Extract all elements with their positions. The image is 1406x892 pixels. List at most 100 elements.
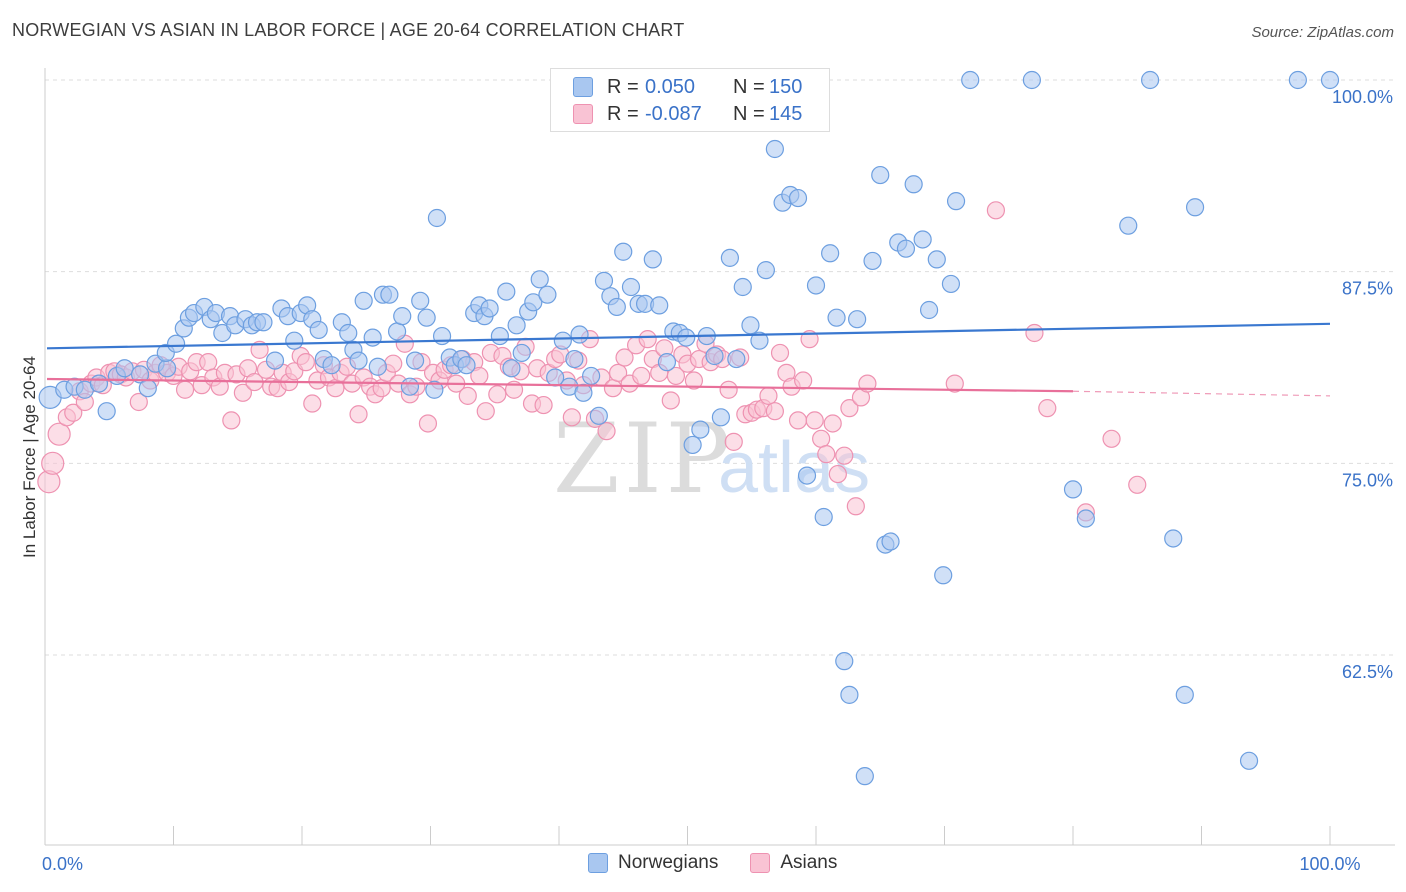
data-point <box>788 188 808 208</box>
data-point <box>512 343 531 363</box>
data-point <box>750 331 769 350</box>
data-point <box>1288 70 1307 90</box>
trend-line-norwegians <box>46 322 1331 350</box>
data-point <box>530 270 549 289</box>
data-point <box>47 422 71 446</box>
data-point <box>296 353 315 372</box>
data-point <box>458 386 477 405</box>
data-point <box>138 379 157 398</box>
data-point <box>835 446 854 465</box>
source-label: Source: ZipAtlas.com <box>1251 24 1394 41</box>
y-tick-label: 75.0% <box>1342 470 1393 490</box>
data-point <box>719 380 738 399</box>
n-label: N = <box>733 102 765 125</box>
data-point <box>904 175 923 194</box>
legend-item-asians[interactable]: Asians <box>750 852 837 874</box>
data-point <box>502 359 521 378</box>
data-point <box>741 316 760 335</box>
data-point <box>562 408 581 427</box>
data-point <box>166 334 186 353</box>
data-point <box>727 349 746 369</box>
data-point <box>638 330 657 349</box>
data-point <box>233 383 252 402</box>
data-point <box>632 366 651 386</box>
data-point <box>946 192 966 211</box>
data-point <box>1175 685 1194 704</box>
data-point <box>1022 70 1041 90</box>
data-point <box>1164 529 1183 548</box>
r-value-norwegians: 0.050 <box>645 75 696 98</box>
data-point <box>582 366 601 386</box>
data-point <box>400 377 420 396</box>
data-point <box>881 532 900 551</box>
data-point <box>684 371 704 390</box>
series-norwegians <box>38 70 1340 786</box>
data-point <box>417 308 436 327</box>
data-point <box>303 394 322 413</box>
data-point <box>683 435 702 455</box>
trend-extension-asians <box>1072 390 1331 397</box>
data-point <box>97 402 116 421</box>
legend-label-norwegians: Norwegians <box>618 852 719 873</box>
data-point <box>814 507 833 527</box>
data-point <box>222 411 241 430</box>
data-point <box>129 392 148 412</box>
pink-swatch-icon <box>573 104 593 124</box>
data-point <box>788 411 808 430</box>
data-point <box>1185 198 1205 217</box>
legend-label-asians: Asians <box>780 852 838 873</box>
legend-row-asians: R = -0.087 N = 145 <box>573 101 802 127</box>
data-point <box>835 652 854 671</box>
blue-swatch-icon <box>573 77 593 97</box>
data-point <box>840 685 859 704</box>
data-point <box>896 239 916 258</box>
data-point <box>380 285 399 304</box>
data-point <box>488 385 507 404</box>
data-point <box>840 399 859 418</box>
data-point <box>1025 323 1044 343</box>
tick-labels: 100.0% 87.5% 75.0% 62.5% 0.0% 100.0% <box>42 87 1393 874</box>
watermark-atlas: atlas <box>718 428 870 508</box>
data-point <box>265 351 285 370</box>
chart-title: NORWEGIAN VS ASIAN IN LABOR FORCE | AGE … <box>12 20 685 40</box>
data-point <box>254 313 273 332</box>
data-point <box>677 328 696 347</box>
data-point <box>565 349 584 369</box>
data-point <box>393 307 412 326</box>
data-point <box>827 308 846 327</box>
data-point <box>848 310 867 329</box>
data-point <box>480 299 499 318</box>
data-point <box>603 379 623 398</box>
data-point <box>919 300 939 320</box>
data-point <box>1320 70 1340 90</box>
legend-item-norwegians[interactable]: Norwegians <box>588 852 718 874</box>
data-point <box>986 201 1006 220</box>
data-point <box>589 406 608 425</box>
data-point <box>821 244 840 263</box>
data-point <box>720 248 740 267</box>
data-point <box>805 411 824 430</box>
data-point <box>534 395 553 415</box>
data-point <box>705 346 724 366</box>
data-point <box>570 325 589 344</box>
data-point <box>759 386 778 405</box>
y-tick-label: 62.5% <box>1342 662 1393 682</box>
data-point <box>524 293 543 312</box>
pink-swatch-icon <box>750 853 771 873</box>
data-point <box>363 328 382 347</box>
data-point <box>349 351 368 370</box>
data-point <box>553 331 572 350</box>
trend-lines <box>46 322 1331 397</box>
x-tick-label: 0.0% <box>42 854 83 874</box>
data-point <box>615 348 634 367</box>
data-point <box>691 420 710 439</box>
data-point <box>614 242 633 261</box>
stats-legend: R = 0.050 N = 150 R = -0.087 N = 145 <box>550 68 830 132</box>
data-point <box>411 291 430 310</box>
data-point <box>711 408 731 427</box>
data-point <box>765 402 784 421</box>
legend-row-norwegians: R = 0.050 N = 150 <box>573 74 802 100</box>
data-point <box>823 414 842 433</box>
data-point <box>607 297 626 317</box>
